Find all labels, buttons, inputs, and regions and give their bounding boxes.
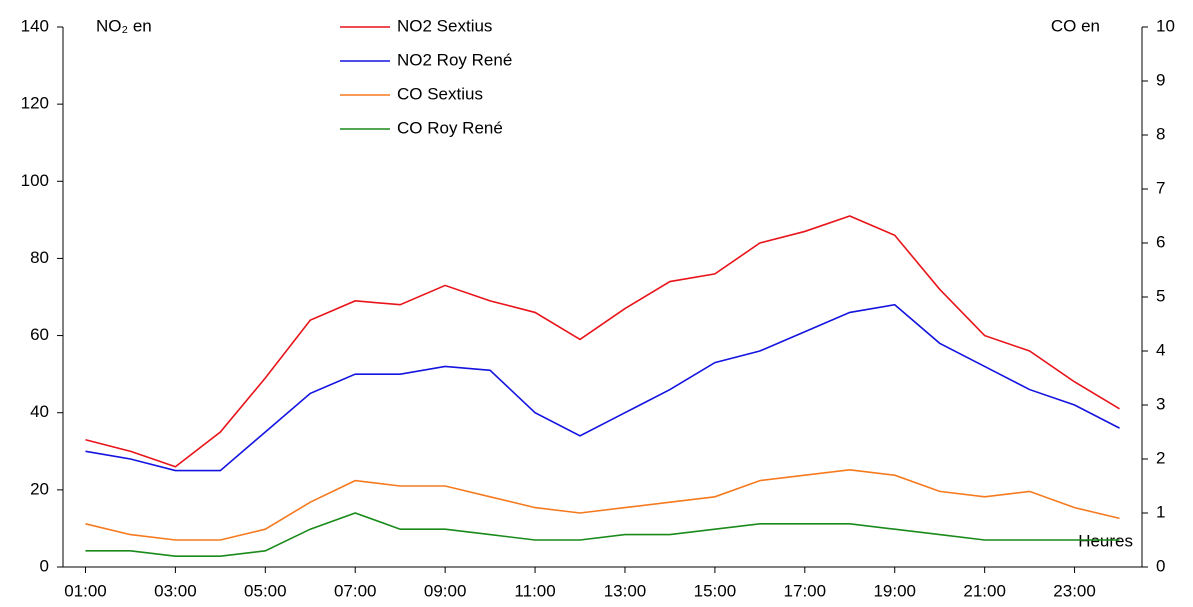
legend-label: NO2 Roy René bbox=[397, 50, 512, 69]
series-line bbox=[85, 512, 1120, 558]
x-tick-label: 01:00 bbox=[64, 581, 107, 600]
y-tick-label: 60 bbox=[30, 325, 49, 344]
x-tick-label: 17:00 bbox=[784, 581, 827, 600]
x-tick-label: 15:00 bbox=[694, 581, 737, 600]
x-tick-label: 19:00 bbox=[873, 581, 916, 600]
y-tick-label: 120 bbox=[21, 94, 49, 113]
y-tick-label: 100 bbox=[21, 171, 49, 190]
x-tick-label: 03:00 bbox=[154, 581, 197, 600]
y2-tick-label: 7 bbox=[1156, 178, 1165, 197]
y2-tick-label: 0 bbox=[1156, 556, 1165, 575]
y2-tick-label: 8 bbox=[1156, 124, 1165, 143]
y2-tick-label: 10 bbox=[1156, 16, 1175, 35]
x-tick-label: 07:00 bbox=[334, 581, 377, 600]
legend-label: CO Sextius bbox=[397, 84, 483, 103]
y2-tick-label: 4 bbox=[1156, 340, 1165, 359]
x-tick-label: 09:00 bbox=[424, 581, 467, 600]
series-line bbox=[85, 303, 1120, 472]
y-axis-label: NO₂ en bbox=[96, 16, 152, 35]
y2-tick-label: 1 bbox=[1156, 502, 1165, 521]
series-line bbox=[85, 468, 1120, 541]
y2-tick-label: 5 bbox=[1156, 286, 1165, 305]
x-tick-label: 13:00 bbox=[604, 581, 647, 600]
y2-tick-label: 9 bbox=[1156, 70, 1165, 89]
y-tick-label: 140 bbox=[21, 16, 49, 35]
y2-tick-label: 6 bbox=[1156, 232, 1165, 251]
legend-label: CO Roy René bbox=[397, 118, 503, 137]
legend-label: NO2 Sextius bbox=[397, 16, 492, 35]
y-tick-label: 80 bbox=[30, 248, 49, 267]
x-tick-label: 21:00 bbox=[963, 581, 1006, 600]
y-tick-label: 0 bbox=[40, 556, 49, 575]
x-tick-label: 11:00 bbox=[514, 581, 555, 600]
y2-tick-label: 3 bbox=[1156, 394, 1165, 413]
y2-axis-label: CO en bbox=[1051, 16, 1100, 35]
x-tick-label: 05:00 bbox=[244, 581, 287, 600]
series-line bbox=[85, 215, 1120, 468]
y2-tick-label: 2 bbox=[1156, 448, 1165, 467]
y-tick-label: 20 bbox=[30, 479, 49, 498]
y-tick-label: 40 bbox=[30, 402, 49, 421]
x-tick-label: 23:00 bbox=[1053, 581, 1096, 600]
x-axis-label: Heures bbox=[1078, 531, 1133, 550]
